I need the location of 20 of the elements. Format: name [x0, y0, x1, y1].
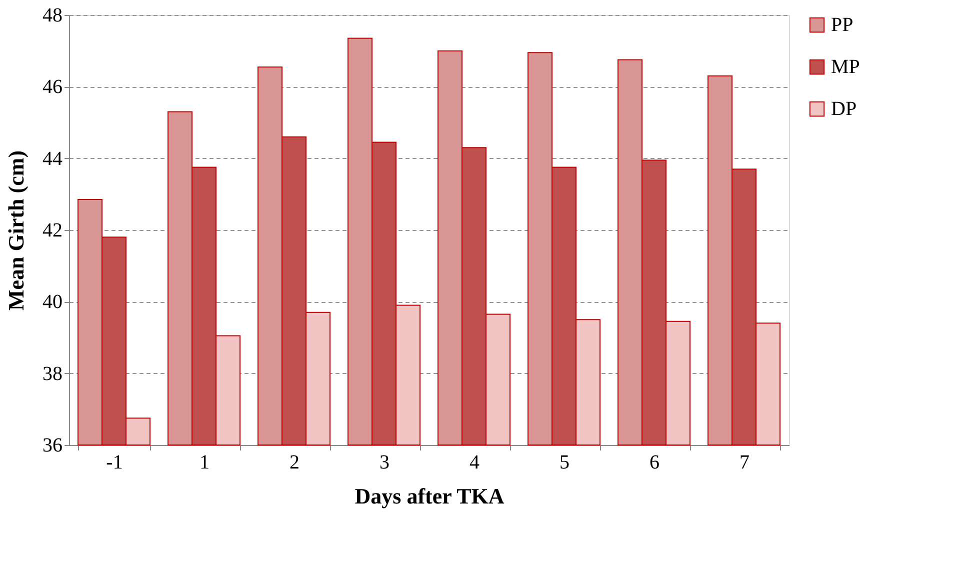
y-tick-label: 48 [42, 4, 62, 26]
legend-label: MP [831, 56, 860, 78]
x-tick-label: 4 [470, 452, 480, 474]
x-tick-label: 1 [200, 452, 210, 474]
y-axis-title: Mean Girth (cm) [4, 150, 28, 311]
x-axis-title: Days after TKA [354, 484, 504, 508]
x-tick-label: 7 [740, 452, 750, 474]
legend-label: PP [831, 14, 854, 36]
legend-label: DP [831, 98, 857, 120]
x-tick-label: -1 [106, 452, 123, 474]
y-tick-label: 36 [42, 434, 62, 456]
x-tick-label: 2 [290, 452, 300, 474]
y-tick-label: 42 [42, 220, 62, 242]
y-tick-label: 40 [42, 291, 62, 314]
x-tick-label: 3 [380, 452, 390, 474]
y-tick-label: 44 [42, 148, 62, 170]
x-tick-label: 6 [650, 452, 660, 474]
x-tick-label: 5 [560, 452, 570, 474]
y-tick-label: 46 [42, 76, 62, 98]
y-tick-label: 38 [42, 362, 62, 385]
